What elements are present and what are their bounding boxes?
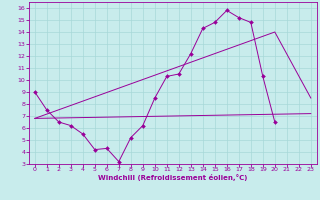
X-axis label: Windchill (Refroidissement éolien,°C): Windchill (Refroidissement éolien,°C): [98, 174, 247, 181]
